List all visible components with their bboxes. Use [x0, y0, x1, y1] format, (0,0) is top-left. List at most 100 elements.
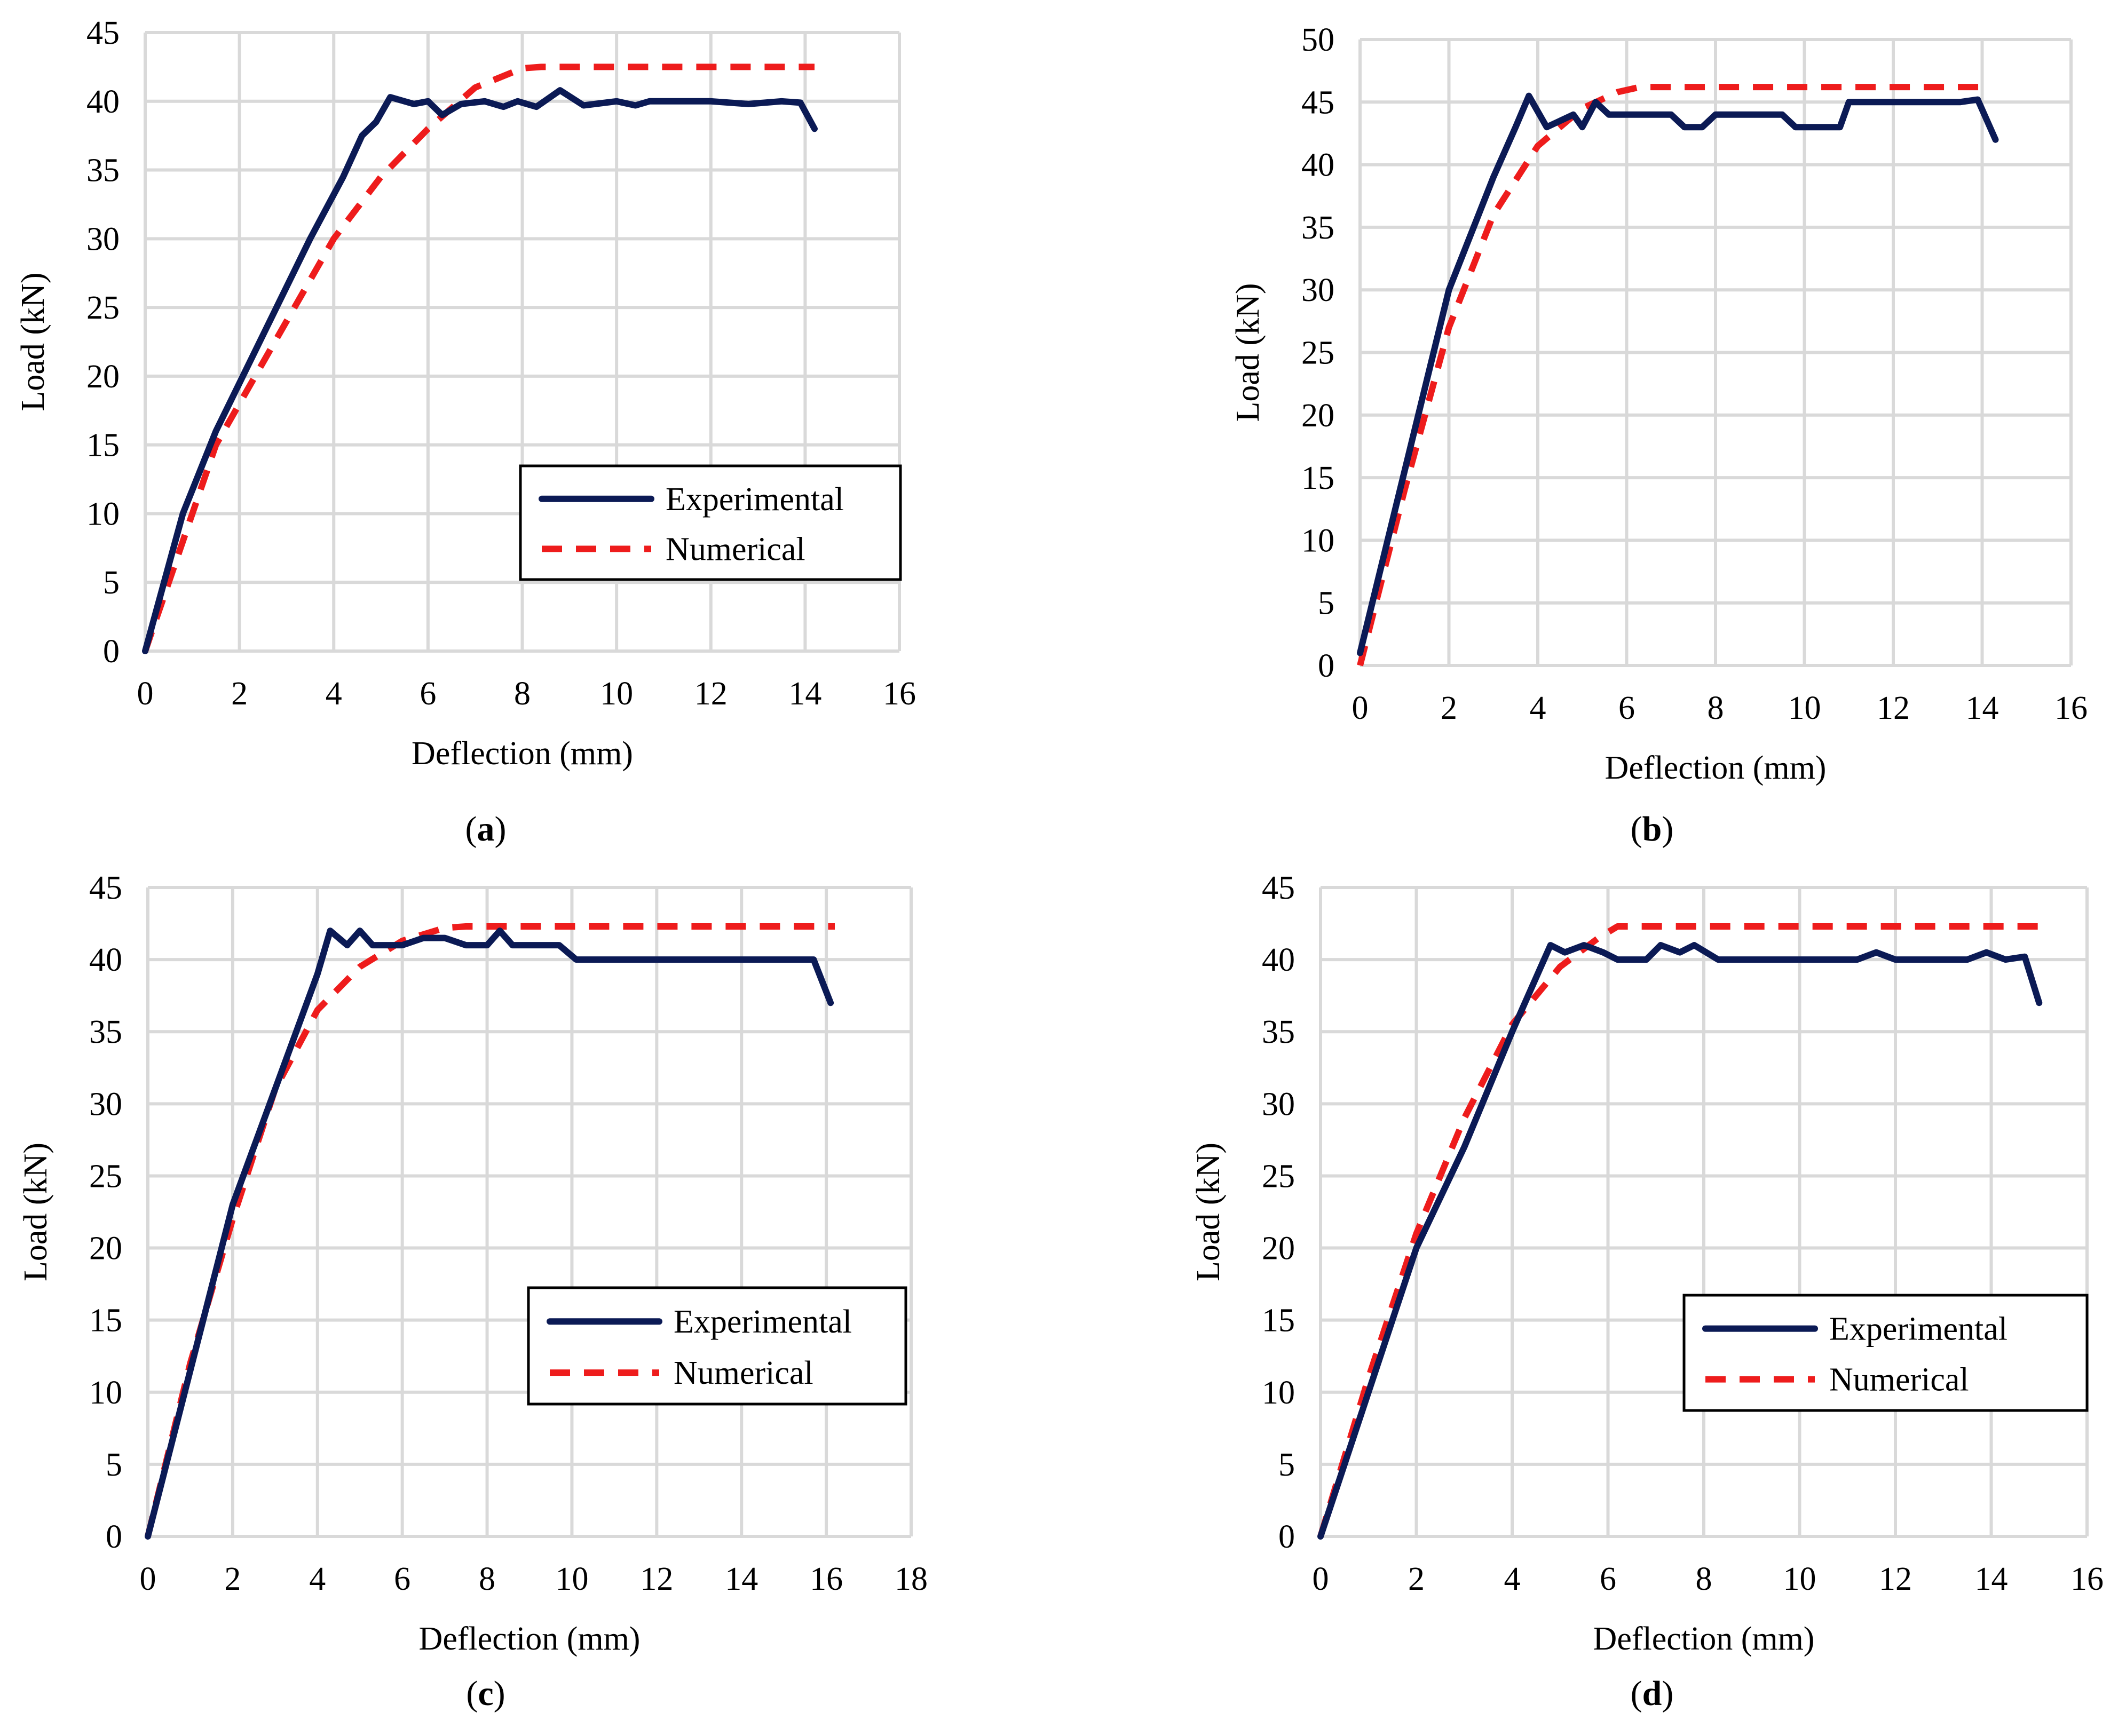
y-tick-label: 40 — [89, 942, 122, 978]
y-tick-label: 35 — [1301, 210, 1334, 246]
x-tick-label: 6 — [420, 676, 436, 712]
x-tick-label: 12 — [694, 676, 728, 712]
legend-label-experimental: Experimental — [1829, 1311, 2008, 1347]
panel-label: (b) — [1631, 810, 1674, 849]
x-tick-label: 2 — [1441, 690, 1457, 726]
chart-b: 0 5 10 15 20 25 30 35 40 45 50 0 2 4 6 8 10 12 14 16 Deflect… — [1230, 22, 2088, 849]
y-tick-label: 45 — [1262, 870, 1295, 906]
panel-label: (a) — [465, 810, 507, 849]
x-axis-label: Deflection (mm) — [1605, 750, 1827, 786]
y-tick-label: 20 — [1262, 1231, 1295, 1267]
x-tick-label: 4 — [309, 1561, 326, 1597]
y-axis-label: Load (kN) — [1190, 1143, 1227, 1281]
y-tick-label: 0 — [106, 1519, 122, 1555]
x-tick-label: 0 — [1313, 1561, 1329, 1597]
legend: Experimental Numerical — [1682, 1294, 2089, 1412]
legend-box — [527, 1286, 907, 1406]
y-tick-label: 40 — [1262, 942, 1295, 978]
y-tick-label: 15 — [89, 1303, 122, 1339]
y-tick-label: 50 — [1301, 22, 1334, 58]
legend-label-numerical: Numerical — [674, 1355, 813, 1391]
x-tick-label: 16 — [883, 676, 916, 712]
y-tick-label: 25 — [1262, 1158, 1295, 1194]
x-tick-label: 8 — [1708, 690, 1724, 726]
tick-labels: 0 5 10 15 20 25 30 35 40 45 0 2 4 6 8 10 12 14 16 — [86, 15, 916, 712]
tick-labels: 0 5 10 15 20 25 30 35 40 45 0 2 4 6 8 10 12 14 16 18 — [89, 870, 928, 1597]
x-axis-label: Deflection (mm) — [1593, 1621, 1815, 1657]
y-axis-label: Load (kN) — [18, 1143, 54, 1281]
x-tick-label: 10 — [1788, 690, 1821, 726]
x-tick-label: 14 — [725, 1561, 758, 1597]
y-axis-label: Load (kN) — [15, 273, 51, 411]
x-tick-label: 6 — [1618, 690, 1635, 726]
x-tick-label: 0 — [137, 676, 154, 712]
x-tick-label: 12 — [1877, 690, 1910, 726]
y-tick-label: 25 — [86, 290, 120, 326]
y-tick-label: 30 — [1301, 272, 1334, 308]
y-tick-label: 45 — [89, 870, 122, 906]
legend-label-experimental: Experimental — [674, 1304, 852, 1340]
y-tick-label: 10 — [89, 1375, 122, 1411]
y-tick-label: 20 — [1301, 398, 1334, 434]
x-tick-label: 0 — [140, 1561, 156, 1597]
y-tick-label: 0 — [1278, 1519, 1295, 1555]
x-tick-label: 6 — [394, 1561, 410, 1597]
x-tick-label: 8 — [479, 1561, 495, 1597]
x-tick-label: 10 — [1783, 1561, 1816, 1597]
gridlines — [1358, 38, 2073, 667]
series-experimental-line — [1357, 92, 1999, 656]
legend-box — [1682, 1294, 2089, 1412]
x-tick-label: 4 — [1530, 690, 1546, 726]
x-tick-label: 8 — [514, 676, 531, 712]
legend-box — [519, 464, 902, 581]
x-tick-label: 12 — [1879, 1561, 1912, 1597]
legend-label-numerical: Numerical — [666, 531, 805, 567]
y-tick-label: 15 — [86, 427, 120, 464]
y-tick-label: 35 — [1262, 1014, 1295, 1050]
y-tick-label: 5 — [1318, 585, 1334, 622]
panel-label: (c) — [466, 1674, 505, 1713]
y-tick-label: 10 — [1262, 1375, 1295, 1411]
x-tick-label: 14 — [1975, 1561, 2008, 1597]
legend-label-numerical: Numerical — [1829, 1362, 1969, 1398]
y-tick-label: 10 — [1301, 522, 1334, 559]
x-tick-label: 4 — [1504, 1561, 1521, 1597]
x-tick-label: 8 — [1696, 1561, 1712, 1597]
series-numerical-line — [145, 923, 835, 1537]
y-tick-label: 30 — [86, 221, 120, 257]
x-tick-label: 16 — [810, 1561, 843, 1597]
y-tick-label: 15 — [1301, 460, 1334, 496]
y-tick-label: 0 — [103, 633, 120, 670]
y-tick-label: 25 — [89, 1158, 122, 1194]
x-tick-label: 10 — [555, 1561, 588, 1597]
x-tick-label: 16 — [2070, 1561, 2104, 1597]
y-tick-label: 5 — [1278, 1447, 1295, 1483]
y-tick-label: 20 — [86, 359, 120, 395]
x-axis-label: Deflection (mm) — [419, 1621, 641, 1657]
legend: Experimental Numerical — [519, 464, 902, 581]
y-tick-label: 5 — [103, 565, 120, 601]
legend: Experimental Numerical — [527, 1286, 907, 1406]
legend-label-experimental: Experimental — [666, 481, 844, 518]
y-tick-label: 30 — [1262, 1086, 1295, 1122]
y-tick-label: 30 — [89, 1086, 122, 1122]
y-tick-label: 25 — [1301, 335, 1334, 371]
x-tick-label: 10 — [600, 676, 633, 712]
chart-c: 0 5 10 15 20 25 30 35 40 45 0 2 4 6 8 10 12 14 16 18 Deflect… — [18, 870, 928, 1713]
y-tick-label: 0 — [1318, 648, 1334, 684]
x-tick-label: 14 — [788, 676, 821, 712]
chart-d: 0 5 10 15 20 25 30 35 40 45 0 2 4 6 8 10 12 14 16 Deflectio… — [1190, 870, 2104, 1713]
y-tick-label: 40 — [86, 84, 120, 120]
x-tick-label: 4 — [326, 676, 342, 712]
x-tick-label: 6 — [1600, 1561, 1616, 1597]
gridlines — [144, 31, 901, 653]
x-tick-label: 2 — [1408, 1561, 1425, 1597]
y-tick-label: 20 — [89, 1231, 122, 1267]
x-tick-label: 2 — [224, 1561, 241, 1597]
y-tick-label: 35 — [86, 153, 120, 189]
x-tick-label: 12 — [640, 1561, 673, 1597]
series-numerical-line — [142, 64, 815, 652]
series-numerical-line — [1317, 923, 2040, 1537]
x-axis-label: Deflection (mm) — [412, 735, 633, 772]
y-tick-label: 45 — [1301, 84, 1334, 121]
